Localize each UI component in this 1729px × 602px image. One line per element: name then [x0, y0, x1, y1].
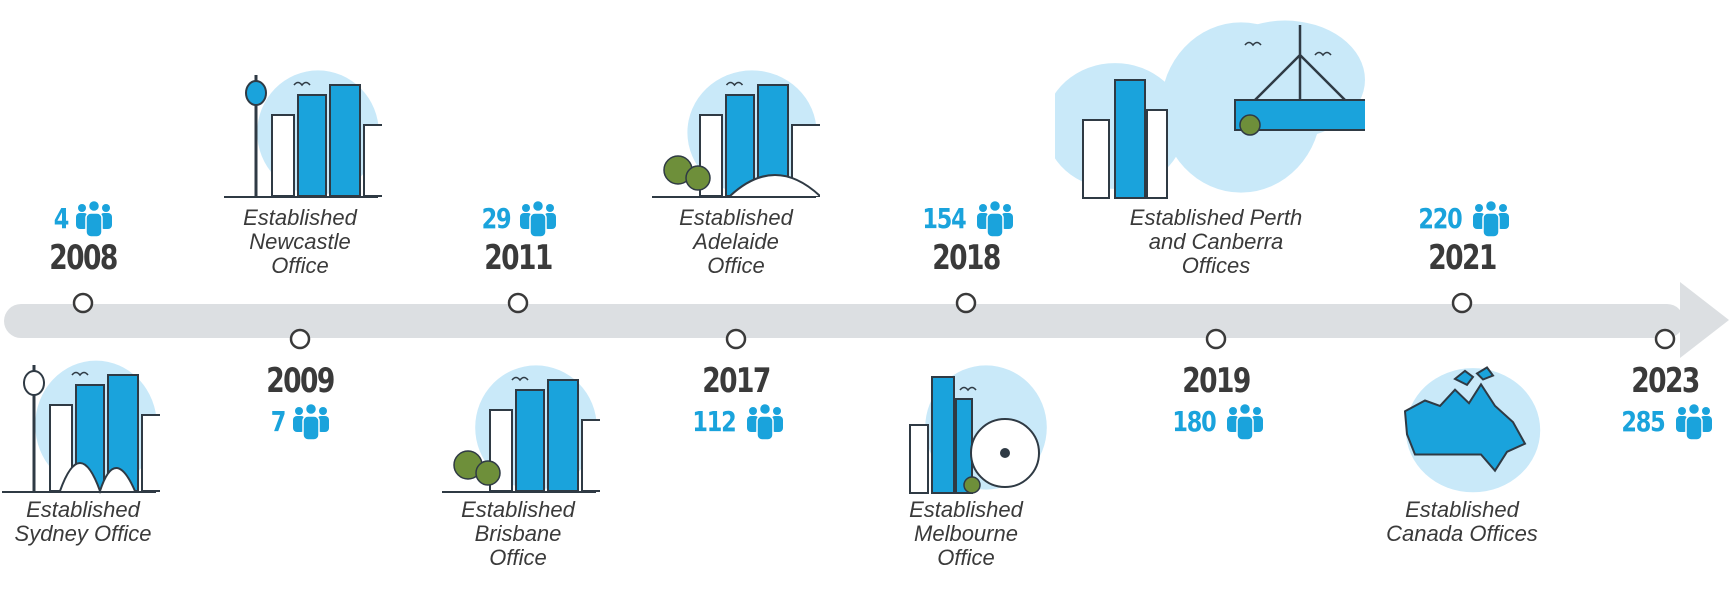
milestone-year: 2023 — [1631, 361, 1700, 401]
caption-line: Established — [243, 205, 357, 230]
people-icon — [1472, 199, 1509, 238]
staff-count-value: 29 — [481, 201, 512, 235]
milestone-year: 2019 — [1182, 361, 1251, 401]
caption-line: Office — [937, 545, 995, 570]
milestone-year: 2017 — [702, 361, 771, 401]
staff-count: 112 — [636, 401, 836, 441]
caption-line: Office — [271, 253, 329, 278]
caption-line: Adelaide — [693, 229, 779, 254]
caption-line: Newcastle — [249, 229, 351, 254]
milestone-caption: Established Perth and Canberra Offices — [1106, 206, 1326, 278]
caption-line: Brisbane — [474, 521, 562, 546]
milestone-2021: 220 2021 — [1362, 198, 1562, 278]
milestone-year: 2021 — [1428, 238, 1497, 278]
adelaide-skyline-icon — [652, 70, 820, 198]
timeline-node — [1205, 328, 1227, 350]
staff-count: 220 — [1362, 198, 1562, 238]
milestone-year: 2008 — [49, 238, 118, 278]
staff-count: 4 — [0, 198, 183, 238]
timeline-node — [289, 328, 311, 350]
sydney-skyline-icon — [2, 360, 160, 495]
staff-count: 29 — [418, 198, 618, 238]
people-icon — [746, 402, 783, 441]
people-icon — [519, 199, 556, 238]
milestone-2017: 2017 112 — [636, 361, 836, 441]
caption-line: Office — [489, 545, 547, 570]
staff-count: 285 — [1565, 401, 1729, 441]
caption-line: Established — [909, 497, 1023, 522]
caption-line: and Canberra — [1148, 229, 1284, 254]
milestone-caption: Established Canada Offices — [1352, 498, 1572, 546]
milestone-year: 2009 — [266, 361, 335, 401]
timeline-node — [507, 292, 529, 314]
milestone-caption: Established Adelaide Office — [626, 206, 846, 278]
staff-count: 7 — [200, 401, 400, 441]
staff-count-value: 285 — [1621, 404, 1665, 438]
timeline-node — [1451, 292, 1473, 314]
staff-count: 154 — [866, 198, 1066, 238]
canada-map-icon — [1403, 366, 1541, 493]
timeline-node — [72, 292, 94, 314]
people-icon — [1675, 402, 1712, 441]
brisbane-skyline-icon — [442, 365, 600, 493]
milestone-2023: 2023 285 — [1565, 361, 1729, 441]
staff-count-value: 7 — [270, 404, 287, 438]
timeline-node — [725, 328, 747, 350]
people-icon — [1226, 402, 1263, 441]
milestone-year: 2018 — [932, 238, 1001, 278]
milestone-2018: 154 2018 — [866, 198, 1066, 278]
caption-line: Office — [707, 253, 765, 278]
timeline-node — [1654, 328, 1676, 350]
milestone-caption: Established Melbourne Office — [856, 498, 1076, 570]
staff-count: 180 — [1116, 401, 1316, 441]
staff-count-value: 4 — [53, 201, 70, 235]
melbourne-skyline-icon — [909, 365, 1047, 494]
caption-line: Offices — [1181, 253, 1251, 278]
people-icon — [292, 402, 329, 441]
perth-canberra-skyline-icon — [1055, 20, 1365, 199]
newcastle-skyline-icon — [224, 70, 382, 198]
staff-count-value: 154 — [922, 201, 966, 235]
timeline-node — [955, 292, 977, 314]
caption-line: Established — [1405, 497, 1519, 522]
milestone-2011: 29 2011 — [418, 198, 618, 278]
caption-line: Established — [679, 205, 793, 230]
people-icon — [75, 199, 112, 238]
staff-count-value: 220 — [1418, 201, 1462, 235]
caption-line: Melbourne — [914, 521, 1018, 546]
caption-line: Canada Offices — [1386, 521, 1538, 546]
people-icon — [976, 199, 1013, 238]
caption-line: Established — [461, 497, 575, 522]
caption-line: Established — [26, 497, 140, 522]
milestone-2009: 2009 7 — [200, 361, 400, 441]
milestone-caption: Established Newcastle Office — [190, 206, 410, 278]
staff-count-value: 112 — [692, 404, 736, 438]
milestone-2008: 4 2008 — [0, 198, 183, 278]
caption-line: Established Perth — [1129, 205, 1303, 230]
staff-count-value: 180 — [1172, 404, 1216, 438]
caption-line: Sydney Office — [14, 521, 152, 546]
milestone-2019: 2019 180 — [1116, 361, 1316, 441]
milestone-caption: Established Sydney Office — [0, 498, 193, 546]
milestone-caption: Established Brisbane Office — [408, 498, 628, 570]
milestone-year: 2011 — [484, 238, 553, 278]
